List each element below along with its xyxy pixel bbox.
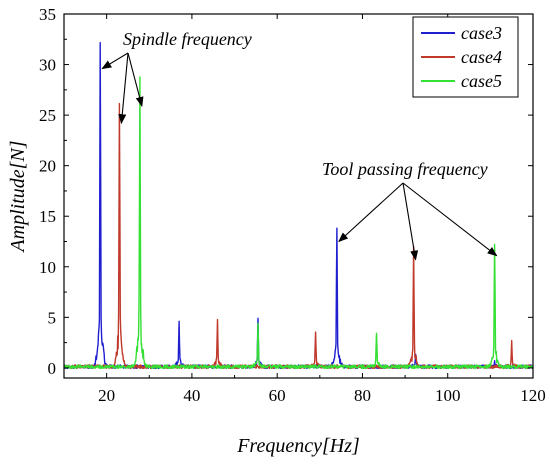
y-tick-label: 30 [39,56,56,75]
peak-point-case3 [178,327,180,330]
peak-point-case4 [118,121,121,123]
y-tick-label: 25 [39,106,56,125]
annotation-layer: Spindle frequency Tool passing frequency [101,29,498,261]
y-tick-label: 20 [39,157,56,176]
peak-point-case4 [314,335,317,338]
x-axis-title: Frequency[Hz] [236,435,360,457]
legend-label: case3 [461,23,502,43]
y-tick-label: 35 [39,5,56,24]
ticks-layer: 20 40 60 80 100 120 0 5 10 15 20 25 30 35 [39,5,546,405]
peak-point-case4 [510,344,513,347]
x-tick-label: 100 [435,386,461,405]
peak-point-case3 [99,66,102,69]
x-tick-label: 20 [98,386,115,405]
annotation-arrow [338,182,404,243]
annotation-arrow [402,182,419,261]
series-case5 [63,76,534,370]
y-axis-title: Amplitude[N] [7,140,29,253]
x-tick-label: 80 [354,386,371,405]
annotation-arrow [402,182,498,257]
annotation-label: Spindle frequency [123,29,252,49]
annotation-arrow [101,52,129,70]
series-case4 [63,102,534,370]
annotation-label: Tool passing frequency [322,159,488,179]
peak-point-case4 [412,257,415,260]
peak-point-case3 [493,362,496,364]
legend: case3 case4 case5 [412,16,519,98]
peak-point-case4 [216,324,219,327]
annotation-arrow [127,52,144,107]
plot-frame [63,13,534,379]
series-line-case5 [63,76,534,370]
y-tick-label: 10 [39,258,56,277]
legend-label: case5 [461,71,502,91]
annotation-arrow [118,52,129,125]
y-tick-label: 5 [48,308,57,327]
x-tick-label: 40 [183,386,200,405]
series-line-case4 [63,102,534,370]
peak-point-case5 [375,335,378,338]
y-tick-label: 15 [39,207,56,226]
legend-label: case4 [461,47,502,67]
x-tick-label: 60 [269,386,286,405]
peak-point-case5 [257,329,259,332]
y-tick-label: 0 [48,359,57,378]
peak-point-case5 [139,104,141,106]
x-tick-label: 120 [520,386,546,405]
peak-point-case3 [336,239,338,242]
